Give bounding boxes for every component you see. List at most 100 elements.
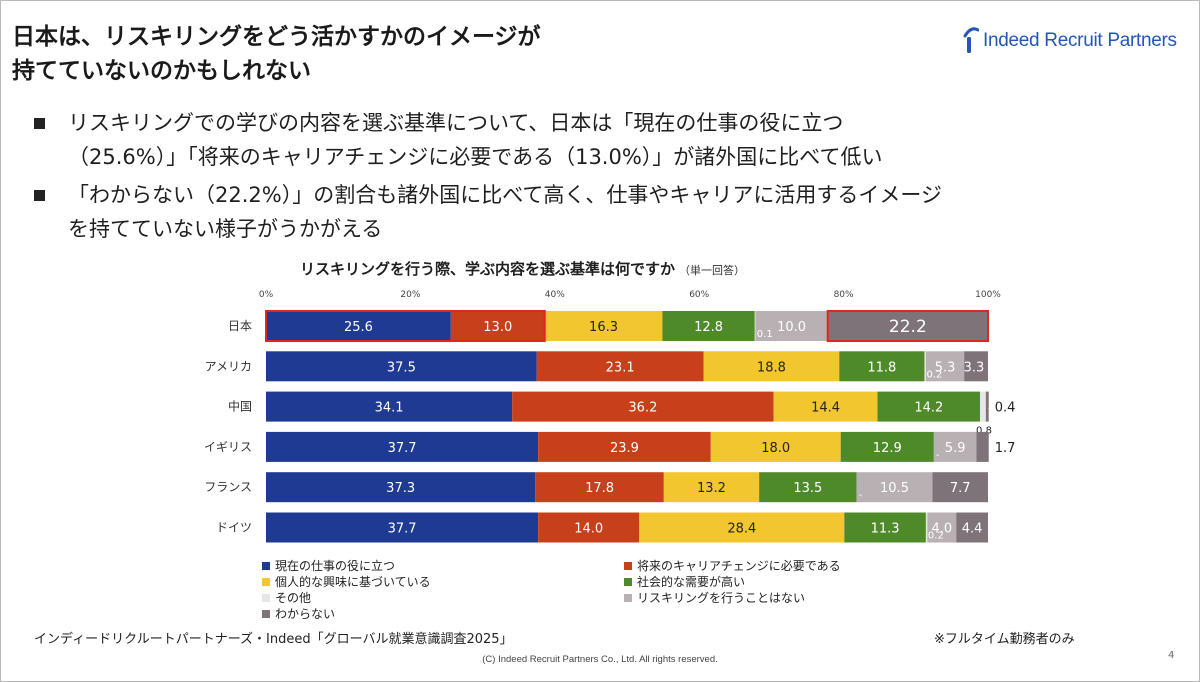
data-label: 1.7 — [995, 441, 1016, 456]
legend-swatch — [262, 594, 270, 602]
bar-segment — [662, 311, 755, 341]
bar-segment — [840, 431, 934, 462]
x-tick-label: 100% — [975, 290, 1001, 300]
brand-logo: Indeed Recruit Partners — [963, 26, 1188, 56]
bullet-square-icon — [34, 118, 45, 129]
chart-subtitle: （単一回答） — [679, 264, 746, 277]
bar-segment — [856, 472, 933, 503]
bar-segment — [755, 311, 828, 341]
legend-item: 社会的な需要が高い — [624, 573, 745, 590]
data-label: 14.2 — [914, 401, 943, 416]
category-label: フランス — [204, 480, 252, 494]
x-tick-label: 0% — [259, 290, 274, 300]
data-label: 37.3 — [386, 481, 415, 496]
bullet-list: リスキリングでの学びの内容を選ぶ基準について、日本は「現在の仕事の役に立つ （2… — [20, 106, 1180, 250]
chart-title: リスキリングを行う際、学ぶ内容を選ぶ基準は何ですか （単一回答） — [300, 258, 745, 279]
bar-segment — [985, 391, 989, 422]
data-label: 5.9 — [945, 441, 966, 456]
bar-segment — [450, 311, 545, 341]
data-label: 16.3 — [589, 320, 618, 335]
data-label: - — [936, 450, 940, 461]
data-label: 11.8 — [867, 360, 896, 375]
data-label: 7.7 — [950, 481, 971, 496]
bar-segment — [956, 512, 988, 543]
source-citation: インディードリクルートパートナーズ・Indeed「グローバル就業意識調査2025… — [34, 632, 513, 647]
data-label: 37.5 — [387, 360, 416, 375]
data-label: 0.2 — [928, 531, 944, 542]
data-label: 10.0 — [777, 320, 806, 335]
bar-segment — [925, 512, 928, 543]
bar-segment — [759, 472, 857, 503]
bar-segment — [703, 351, 840, 382]
data-label: 0.2 — [926, 369, 942, 380]
bar-segment — [925, 351, 965, 382]
bullet-item: リスキリングでの学びの内容を選ぶ基準について、日本は「現在の仕事の役に立つ （2… — [20, 106, 1180, 174]
data-label: - — [988, 402, 992, 415]
data-label: 0.8 — [976, 426, 992, 437]
bar-segment — [844, 512, 926, 543]
legend-item: その他 — [262, 589, 311, 606]
data-label: 13.5 — [793, 481, 822, 496]
bar-segment — [538, 431, 711, 462]
category-label: 中国 — [228, 399, 252, 414]
data-label: 37.7 — [388, 522, 417, 537]
legend-label: わからない — [275, 607, 336, 621]
data-label: 13.2 — [697, 481, 726, 496]
indeed-arc-icon — [963, 27, 979, 53]
bar-segment — [839, 351, 925, 382]
data-label: 0.1 — [757, 329, 773, 340]
bullet-square-icon — [34, 190, 45, 201]
bar-segment — [827, 311, 988, 341]
bar-segment — [663, 472, 760, 503]
data-label: 4.4 — [962, 522, 983, 537]
chart-legend: 現在の仕事の役に立つ 将来のキャリアチェンジに必要である 個人的な興味に基づいて… — [262, 557, 902, 623]
x-tick-label: 20% — [400, 290, 420, 300]
data-label: 23.1 — [606, 360, 635, 375]
bar-segment — [512, 391, 774, 422]
legend-swatch — [624, 562, 632, 570]
bar-segment — [536, 351, 704, 382]
legend-item: リスキリングを行うことはない — [624, 589, 805, 606]
x-tick-label: 80% — [834, 290, 854, 300]
bar-segment — [927, 512, 957, 543]
x-tick-label: 60% — [689, 290, 709, 300]
bar-segment — [964, 351, 988, 382]
data-label: 11.3 — [871, 522, 900, 537]
bar-segment — [266, 391, 513, 422]
category-label: ドイツ — [216, 521, 252, 535]
data-label: - — [859, 490, 863, 501]
bar-segment — [877, 391, 981, 422]
data-label: 12.8 — [694, 320, 723, 335]
legend-swatch — [624, 578, 632, 586]
slide-title-line-1: 日本は、リスキリングをどう活かすかのイメージが — [12, 24, 541, 50]
legend-item: 将来のキャリアチェンジに必要である — [624, 557, 841, 574]
data-label: 17.8 — [585, 481, 614, 496]
chart-title-text: リスキリングを行う際、学ぶ内容を選ぶ基準は何ですか — [300, 260, 676, 278]
data-label: 5.3 — [935, 360, 956, 375]
bar-segment — [924, 351, 926, 382]
data-label: 12.9 — [873, 441, 902, 456]
data-label: 34.1 — [375, 401, 404, 416]
page-number: 4 — [1168, 650, 1175, 661]
bullet-line: （25.6%）」「将来のキャリアチェンジに必要である（13.0%）」が諸外国に比… — [68, 145, 883, 169]
bar-segment — [266, 311, 451, 341]
bar-segment — [266, 351, 537, 382]
slide-title-line-2: 持てていないのかもしれない — [12, 58, 311, 84]
legend-label: 現在の仕事の役に立つ — [275, 559, 396, 573]
legend-swatch — [262, 562, 270, 570]
data-label: 28.4 — [727, 522, 756, 537]
bar-segment — [639, 512, 845, 543]
highlight-box — [826, 310, 989, 342]
bullet-line: リスキリングでの学びの内容を選ぶ基準について、日本は「現在の仕事の役に立つ — [68, 111, 844, 135]
data-label: 4.0 — [931, 522, 952, 537]
bullet-line: 「わからない（22.2%）」の割合も諸外国に比べて高く、仕事やキャリアに活用する… — [68, 183, 942, 207]
legend-label: 将来のキャリアチェンジに必要である — [637, 559, 841, 573]
legend-item: わからない — [262, 605, 335, 622]
bar-segment — [544, 311, 663, 341]
brand-logo-text: Indeed Recruit Partners — [983, 30, 1177, 51]
bullet-item: 「わからない（22.2%）」の割合も諸外国に比べて高く、仕事やキャリアに活用する… — [20, 178, 1180, 246]
data-label: 36.2 — [628, 401, 657, 416]
data-label: 23.9 — [610, 441, 639, 456]
category-label: イギリス — [204, 440, 252, 454]
